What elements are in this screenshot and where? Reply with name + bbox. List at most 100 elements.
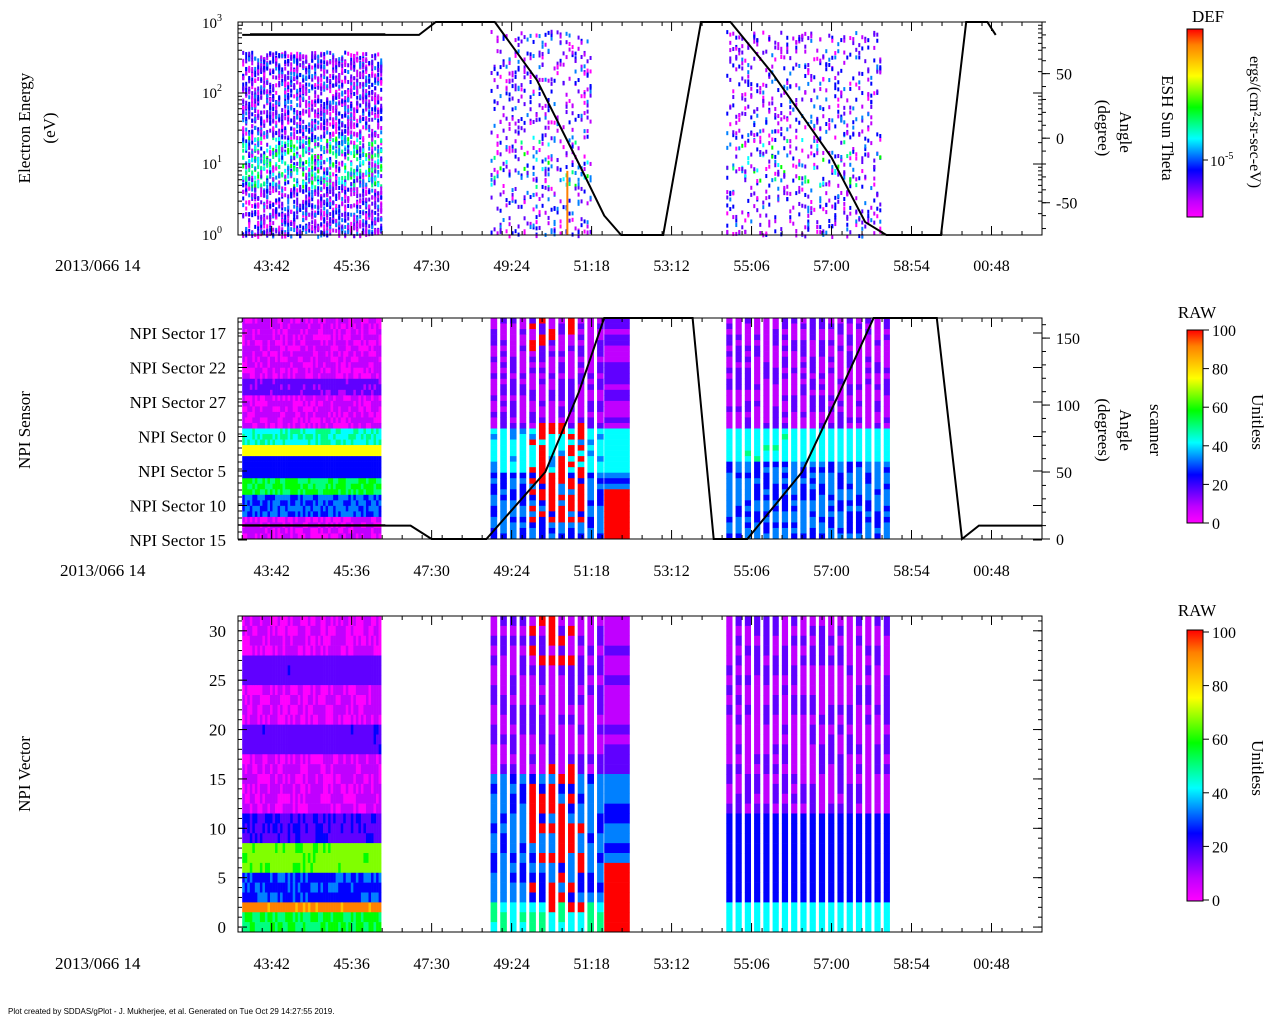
energy-cell bbox=[281, 82, 284, 87]
energy-cell bbox=[245, 188, 248, 193]
energy-cell bbox=[251, 140, 254, 145]
heat-cell bbox=[244, 389, 248, 396]
energy-cell bbox=[254, 156, 257, 161]
energy-cell bbox=[263, 131, 266, 136]
energy-cell bbox=[323, 131, 326, 136]
energy-cell bbox=[807, 222, 810, 227]
energy-cell bbox=[311, 77, 314, 82]
energy-cell bbox=[547, 120, 550, 125]
heat-cell bbox=[242, 483, 246, 490]
energy-cell bbox=[359, 177, 362, 182]
energy-cell bbox=[290, 148, 293, 153]
energy-cell bbox=[804, 175, 807, 180]
heat-cell bbox=[259, 356, 263, 363]
energy-cell bbox=[804, 65, 807, 70]
energy-cell bbox=[371, 154, 374, 159]
heat-cell bbox=[252, 356, 256, 363]
energy-cell bbox=[568, 218, 571, 223]
energy-cell bbox=[317, 114, 320, 119]
heat-cell bbox=[272, 445, 276, 451]
energy-cell bbox=[550, 89, 553, 94]
energy-cell bbox=[344, 230, 347, 235]
energy-cell bbox=[245, 56, 248, 61]
energy-cell bbox=[505, 145, 508, 150]
energy-cell bbox=[359, 103, 362, 108]
energy-cell bbox=[568, 138, 571, 143]
energy-cell bbox=[374, 73, 377, 78]
energy-cell bbox=[747, 79, 750, 84]
energy-cell bbox=[260, 153, 263, 158]
energy-cell bbox=[834, 215, 837, 220]
energy-cell bbox=[565, 165, 568, 170]
energy-cell bbox=[269, 228, 272, 233]
energy-cell bbox=[371, 165, 374, 170]
energy-cell bbox=[356, 132, 359, 137]
energy-cell bbox=[251, 91, 254, 96]
energy-cell bbox=[732, 215, 735, 220]
heat-cell bbox=[252, 472, 256, 479]
energy-cell bbox=[257, 165, 260, 170]
energy-cell bbox=[825, 49, 828, 54]
energy-cell bbox=[562, 62, 565, 67]
energy-cell bbox=[299, 158, 302, 163]
energy-cell bbox=[344, 98, 347, 103]
energy-cell bbox=[305, 89, 308, 94]
energy-cell bbox=[855, 97, 858, 102]
energy-cell bbox=[308, 225, 311, 230]
energy-cell bbox=[380, 174, 383, 179]
energy-cell bbox=[344, 134, 347, 139]
heat-cell bbox=[259, 456, 263, 462]
heat-cell bbox=[259, 422, 263, 429]
energy-cell bbox=[362, 60, 365, 65]
energy-cell bbox=[347, 141, 350, 146]
energy-cell bbox=[326, 69, 329, 74]
heat-cell bbox=[275, 478, 278, 485]
energy-cell bbox=[532, 154, 535, 159]
energy-cell bbox=[311, 160, 314, 165]
energy-cell bbox=[368, 133, 371, 138]
energy-cell bbox=[756, 89, 759, 94]
energy-cell bbox=[583, 129, 586, 134]
energy-cell bbox=[257, 137, 260, 142]
energy-cell bbox=[251, 73, 254, 78]
heat-cell bbox=[272, 351, 276, 357]
energy-cell bbox=[559, 167, 562, 172]
energy-cell bbox=[299, 234, 302, 239]
energy-cell bbox=[876, 64, 879, 69]
heat-cell bbox=[249, 318, 253, 324]
energy-cell bbox=[296, 201, 299, 206]
energy-cell bbox=[846, 98, 849, 103]
energy-cell bbox=[840, 114, 843, 119]
heat-cell bbox=[280, 478, 283, 485]
energy-cell bbox=[523, 102, 526, 107]
energy-cell bbox=[804, 234, 807, 239]
heat-cell bbox=[280, 373, 283, 380]
energy-cell bbox=[254, 158, 257, 163]
heat-cell bbox=[275, 417, 278, 424]
energy-cell bbox=[332, 105, 335, 110]
energy-cell bbox=[517, 49, 520, 54]
heat-cell bbox=[269, 439, 273, 446]
energy-cell bbox=[260, 132, 263, 137]
energy-cell bbox=[365, 97, 368, 102]
energy-cell bbox=[254, 105, 257, 110]
energy-cell bbox=[840, 157, 843, 162]
energy-cell bbox=[314, 161, 317, 166]
energy-cell bbox=[341, 142, 344, 147]
energy-cell bbox=[350, 53, 353, 58]
energy-cell bbox=[245, 212, 248, 217]
energy-cell bbox=[768, 219, 771, 224]
energy-cell bbox=[371, 90, 374, 95]
energy-cell bbox=[308, 82, 311, 87]
colorbar1-title: DEF bbox=[1192, 7, 1224, 26]
energy-cell bbox=[302, 87, 305, 92]
energy-cell bbox=[586, 39, 589, 44]
energy-cell bbox=[574, 56, 577, 61]
energy-cell bbox=[308, 95, 311, 100]
heat-cell bbox=[249, 384, 253, 391]
energy-cell bbox=[284, 151, 287, 156]
energy-cell bbox=[514, 154, 517, 159]
energy-cell bbox=[320, 91, 323, 96]
energy-cell bbox=[332, 108, 335, 113]
heat-cell bbox=[259, 318, 263, 324]
